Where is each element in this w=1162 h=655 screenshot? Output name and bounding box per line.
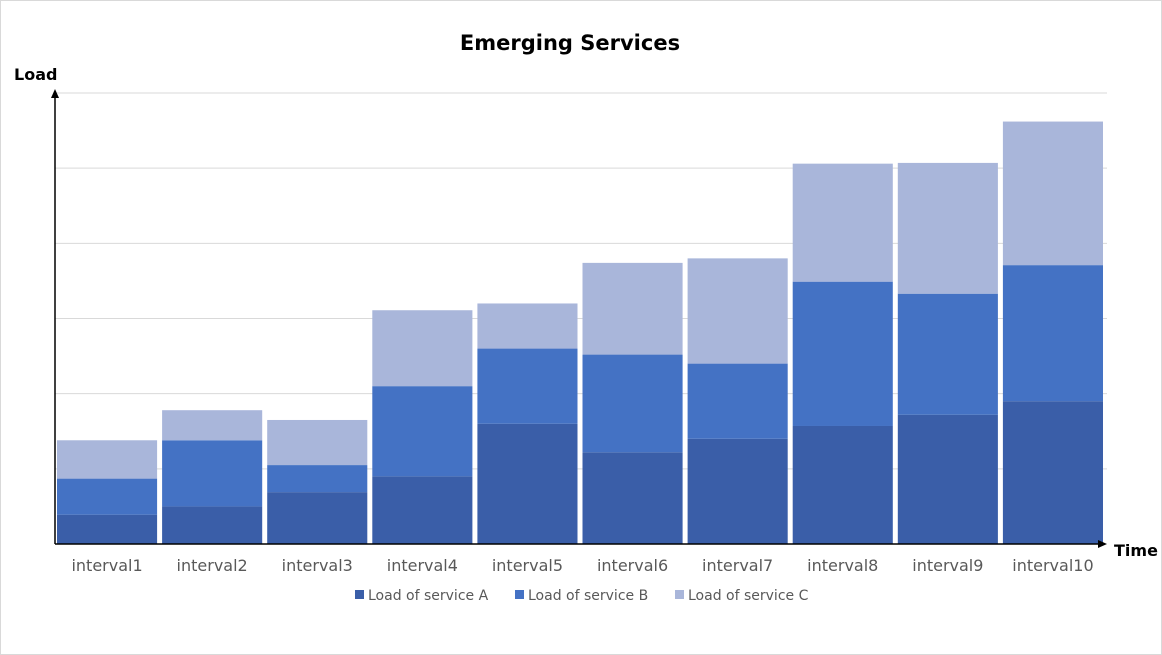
bar-interval1-series-3 bbox=[57, 440, 158, 479]
bar-interval9-series-3 bbox=[897, 162, 998, 294]
bar-interval5-series-1 bbox=[477, 423, 578, 544]
x-tick-label: interval6 bbox=[597, 556, 668, 575]
x-tick-label: interval3 bbox=[282, 556, 353, 575]
bar-interval8-series-3 bbox=[792, 163, 893, 282]
bar-interval7-series-3 bbox=[687, 258, 788, 364]
x-tick-label: interval9 bbox=[912, 556, 983, 575]
bar-interval10-series-3 bbox=[1002, 121, 1103, 266]
legend-swatch-series-1 bbox=[355, 590, 364, 599]
bar-interval10-series-1 bbox=[1002, 401, 1103, 544]
x-tick-label: interval8 bbox=[807, 556, 878, 575]
bar-interval6-series-1 bbox=[582, 452, 683, 544]
bar-interval8-series-2 bbox=[792, 281, 893, 426]
bar-interval4-series-2 bbox=[372, 386, 473, 477]
x-tick-label: interval2 bbox=[177, 556, 248, 575]
bar-interval1-series-2 bbox=[57, 478, 158, 515]
bar-interval10-series-2 bbox=[1002, 265, 1103, 402]
x-axis-label: Time bbox=[1114, 541, 1158, 560]
bar-interval4-series-1 bbox=[372, 476, 473, 544]
x-tick-label: interval4 bbox=[387, 556, 458, 575]
bar-interval9-series-1 bbox=[897, 414, 998, 544]
legend-label-series-1: Load of service A bbox=[368, 588, 489, 604]
y-axis-label: Load bbox=[14, 65, 57, 84]
bars bbox=[57, 121, 1103, 544]
x-tick-labels: interval1 interval2 interval3 interval4 inte… bbox=[71, 556, 1093, 575]
bar-interval7-series-1 bbox=[687, 438, 788, 544]
x-axis-arrow bbox=[1098, 540, 1107, 548]
bar-interval3-series-3 bbox=[267, 419, 368, 466]
y-axis-arrow bbox=[51, 89, 59, 98]
bar-interval2-series-2 bbox=[162, 440, 263, 507]
bar-interval6-series-2 bbox=[582, 354, 683, 453]
legend-swatch-series-3 bbox=[675, 590, 684, 599]
bar-interval2-series-1 bbox=[162, 506, 263, 544]
legend-swatch-series-2 bbox=[515, 590, 524, 599]
bar-interval2-series-3 bbox=[162, 410, 263, 441]
bar-interval3-series-1 bbox=[267, 492, 368, 544]
x-tick-label: interval10 bbox=[1012, 556, 1093, 575]
bar-interval1-series-1 bbox=[57, 514, 158, 544]
bar-interval7-series-2 bbox=[687, 363, 788, 439]
x-tick-label: interval7 bbox=[702, 556, 773, 575]
x-tick-label: interval5 bbox=[492, 556, 563, 575]
bar-interval3-series-2 bbox=[267, 465, 368, 493]
axes bbox=[51, 89, 1107, 548]
bar-interval9-series-2 bbox=[897, 293, 998, 415]
legend-label-series-2: Load of service B bbox=[528, 588, 648, 604]
legend-label-series-3: Load of service C bbox=[688, 588, 809, 604]
bar-interval5-series-2 bbox=[477, 348, 578, 424]
chart-title: Emerging Services bbox=[460, 31, 680, 55]
bar-interval4-series-3 bbox=[372, 310, 473, 387]
legend: Load of service A Load of service B Load o… bbox=[355, 588, 809, 604]
bar-interval6-series-3 bbox=[582, 262, 683, 355]
bar-interval5-series-3 bbox=[477, 303, 578, 349]
x-tick-label: interval1 bbox=[71, 556, 142, 575]
bar-interval8-series-1 bbox=[792, 425, 893, 544]
